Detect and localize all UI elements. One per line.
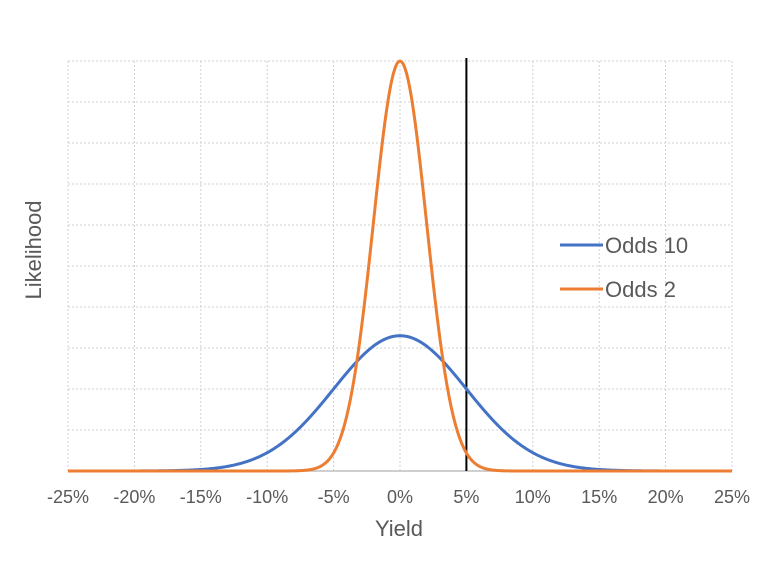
x-tick-label: 25% bbox=[714, 487, 750, 507]
legend: Odds 10 Odds 2 bbox=[560, 233, 688, 302]
y-axis-title: Likelihood bbox=[21, 200, 46, 299]
x-tick-label: 20% bbox=[648, 487, 684, 507]
x-tick-label: -10% bbox=[246, 487, 288, 507]
x-tick-label: 15% bbox=[581, 487, 617, 507]
x-tick-label: -15% bbox=[180, 487, 222, 507]
x-tick-label: -5% bbox=[318, 487, 350, 507]
x-tick-label: -20% bbox=[113, 487, 155, 507]
series-line-odds-2 bbox=[68, 59, 732, 473]
series-group bbox=[68, 59, 732, 473]
x-tick-label: 10% bbox=[515, 487, 551, 507]
x-tick-label: -25% bbox=[47, 487, 89, 507]
x-tick-labels: -25% -20% -15% -10% -5% 0% 5% 10% 15% 20% 25% bbox=[47, 487, 750, 507]
x-axis-title: Yield bbox=[375, 516, 423, 541]
legend-label-odds-10: Odds 10 bbox=[605, 233, 688, 258]
grid bbox=[67, 60, 733, 472]
legend-label-odds-2: Odds 2 bbox=[605, 277, 676, 302]
x-tick-label: 5% bbox=[453, 487, 479, 507]
x-tick-label: 0% bbox=[387, 487, 413, 507]
